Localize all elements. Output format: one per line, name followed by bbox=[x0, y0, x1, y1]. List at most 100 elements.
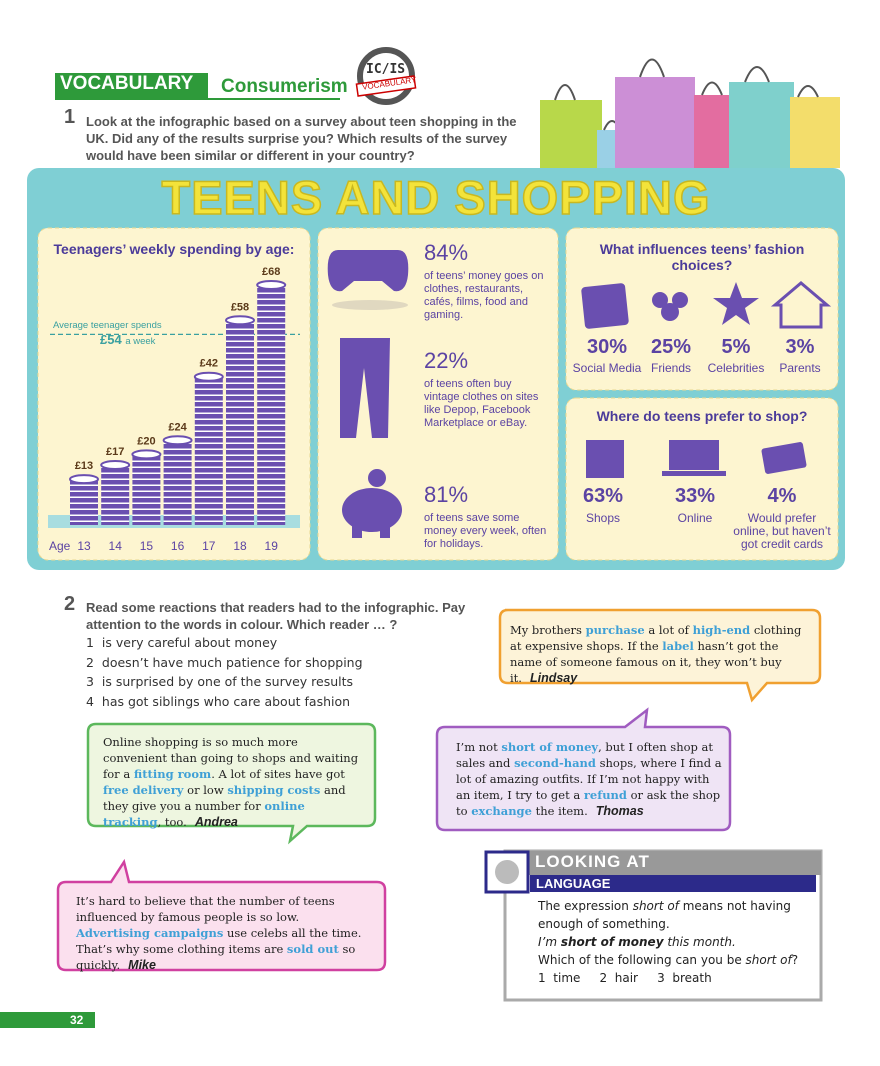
chart-title: Teenagers’ weekly spending by age: bbox=[53, 241, 295, 257]
topic: Consumerism bbox=[221, 76, 348, 97]
coin-top bbox=[256, 279, 287, 290]
exercise-number: 2 bbox=[64, 593, 76, 615]
coin-stack bbox=[132, 454, 161, 525]
box-line: The expression short of means not having… bbox=[538, 897, 808, 933]
box-options: 1 time 2 hair 3 breath bbox=[538, 969, 731, 987]
shopping-bags bbox=[540, 58, 840, 168]
text-segment: or ask the shop to bbox=[456, 788, 721, 818]
box-line: Which of the following can you be short … bbox=[538, 951, 808, 969]
text-segment: second-hand bbox=[514, 756, 596, 770]
text-segment: and they give you a number for bbox=[103, 783, 346, 813]
shops-title: Where do teens prefer to shop? bbox=[596, 408, 808, 424]
coin-top bbox=[100, 459, 131, 470]
x-tick-label: 17 bbox=[202, 539, 216, 553]
average-value-label: £54 bbox=[100, 332, 122, 347]
reader-name: Mike bbox=[128, 958, 156, 972]
text-segment: I’m bbox=[538, 935, 561, 949]
text-segment: purchase bbox=[585, 623, 645, 637]
text-segment: Which of the following can you be bbox=[538, 953, 746, 967]
list-item: 2 doesn’t have much patience for shoppin… bbox=[86, 654, 363, 672]
coin-stack bbox=[101, 464, 130, 525]
influence-percent: 5% bbox=[721, 336, 751, 358]
text-segment: ? bbox=[791, 953, 799, 967]
item-number: 1 bbox=[86, 635, 94, 650]
average-unit: a week bbox=[125, 336, 156, 347]
item-text: is very careful about money bbox=[101, 635, 278, 650]
x-tick-label: 16 bbox=[171, 539, 185, 553]
value-label: £24 bbox=[168, 421, 187, 433]
box-title-2: LANGUAGE bbox=[536, 876, 611, 891]
value-label: £17 bbox=[106, 446, 124, 458]
text-segment: It’s hard to believe that the number of … bbox=[76, 894, 335, 924]
coin-top bbox=[69, 474, 99, 485]
item-number: 3 bbox=[86, 674, 94, 689]
item-text: has got siblings who care about fashion bbox=[101, 693, 351, 709]
x-tick-label: 13 bbox=[77, 539, 91, 553]
influence-label: Parents bbox=[779, 361, 821, 375]
shop-label: Shops bbox=[585, 511, 621, 525]
fact-text: of teens often buy vintage clothes on si… bbox=[424, 378, 539, 429]
coin-top bbox=[162, 435, 193, 446]
text-segment: short of bbox=[745, 953, 792, 967]
average-value: £54 a week bbox=[100, 332, 155, 347]
text-segment: short of money bbox=[560, 935, 664, 949]
text-segment: free delivery bbox=[103, 783, 184, 797]
text-segment: . A lot of sites have got bbox=[211, 767, 345, 781]
text-segment: The expression bbox=[538, 899, 633, 913]
text-segment: Online shopping is so much more convenie… bbox=[103, 735, 359, 781]
x-tick-label: 18 bbox=[233, 539, 247, 553]
x-tick-label: 15 bbox=[140, 539, 154, 553]
shop-percent: 63% bbox=[582, 485, 624, 507]
text-segment: , too. bbox=[157, 815, 187, 829]
text-segment: sold out bbox=[286, 942, 339, 956]
x-tick-label: 14 bbox=[109, 539, 123, 553]
fact-text: of teens’ money goes on clothes, restaur… bbox=[424, 270, 544, 321]
item-text: doesn’t have much patience for shopping bbox=[101, 654, 363, 670]
list-item: 3 is surprised by one of the survey resu… bbox=[86, 673, 353, 691]
comment: I’m not short of money, but I often shop… bbox=[456, 739, 726, 819]
influences-title: What influences teens’ fashion choices? bbox=[599, 241, 805, 273]
exercise-number: 1 bbox=[64, 106, 76, 128]
coin-stack bbox=[194, 376, 223, 525]
text-segment: short of bbox=[632, 899, 679, 913]
option-text: breath bbox=[672, 971, 712, 985]
fact-percent: 81% bbox=[424, 482, 469, 507]
comment: My brothers purchase a lot of high-end c… bbox=[510, 622, 810, 686]
text-segment: I’m not bbox=[456, 740, 502, 754]
list-item: 4 has got siblings who care about fashio… bbox=[86, 693, 350, 711]
option-number: 2 bbox=[599, 971, 608, 985]
text-segment: a lot of bbox=[644, 623, 693, 637]
coin-top bbox=[193, 371, 224, 382]
badge-top: IC/IS bbox=[366, 62, 406, 77]
coin-stack bbox=[70, 479, 98, 525]
fact-percent: 84% bbox=[424, 240, 469, 265]
value-label: £13 bbox=[75, 460, 93, 472]
value-label: £58 bbox=[231, 301, 249, 313]
fact-percent: 22% bbox=[424, 348, 469, 373]
influence-percent: 30% bbox=[586, 336, 628, 358]
box-title-1: LOOKING AT bbox=[535, 852, 650, 871]
option-text: time bbox=[553, 971, 581, 985]
comment: It’s hard to believe that the number of … bbox=[76, 893, 376, 973]
text-segment: means not having enough of something. bbox=[538, 899, 791, 931]
item-number: 2 bbox=[86, 654, 94, 670]
text-segment: shipping costs bbox=[227, 783, 321, 797]
reader-name: Thomas bbox=[595, 804, 644, 818]
text-segment: label bbox=[662, 639, 694, 653]
x-tick-label: 19 bbox=[265, 539, 279, 553]
text-segment: My brothers bbox=[510, 623, 586, 637]
coin-stack bbox=[226, 320, 254, 525]
text-segment: , but I often shop at sales and bbox=[456, 740, 714, 770]
box-line: I’m short of money this month. bbox=[538, 933, 808, 951]
text-segment: online tracking bbox=[103, 799, 305, 829]
influence-percent: 3% bbox=[785, 336, 815, 358]
text-segment: fitting room bbox=[133, 767, 212, 781]
shop-percent: 33% bbox=[674, 485, 716, 507]
section-label: VOCABULARY bbox=[60, 73, 194, 94]
influence-label: Celebrities bbox=[707, 361, 765, 375]
reader-name: Andrea bbox=[194, 815, 238, 829]
shop-label: Would prefer online, but haven’t got cre… bbox=[733, 511, 831, 551]
coin-top bbox=[131, 449, 162, 460]
